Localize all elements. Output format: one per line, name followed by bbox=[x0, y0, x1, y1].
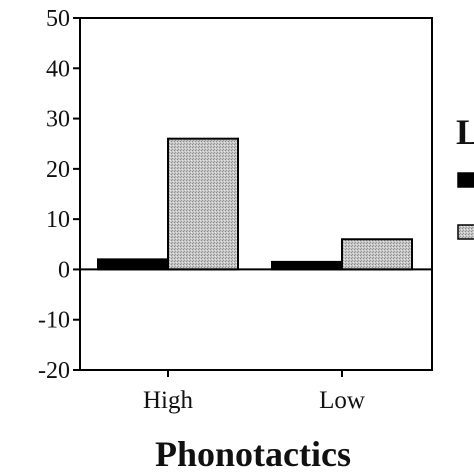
bar-low-series-1 bbox=[271, 260, 343, 271]
bar-low-series-2 bbox=[341, 238, 413, 271]
plot-frame bbox=[79, 17, 433, 371]
y-tick-label: -20 bbox=[38, 358, 70, 384]
x-axis: High Low bbox=[143, 370, 365, 414]
y-tick-label: 0 bbox=[58, 257, 70, 283]
y-tick-label: 30 bbox=[46, 107, 70, 133]
y-axis: 50 40 30 20 10 0 -10 -20 bbox=[38, 6, 80, 384]
y-tick-label: 20 bbox=[46, 157, 70, 183]
legend-swatch-series-1 bbox=[457, 172, 474, 188]
y-tick-label: -10 bbox=[38, 308, 70, 334]
x-category-label: Low bbox=[319, 387, 365, 414]
x-category-label: High bbox=[143, 387, 194, 414]
legend-title: L bbox=[456, 112, 474, 152]
legend: L bbox=[456, 112, 474, 240]
bar-high-series-2 bbox=[167, 137, 239, 271]
y-tick-label: 40 bbox=[46, 56, 70, 82]
y-tick-label: 50 bbox=[46, 6, 70, 32]
legend-swatch-series-2 bbox=[457, 224, 474, 240]
bar-high-series-1 bbox=[97, 258, 169, 271]
y-tick-label: 10 bbox=[46, 207, 70, 233]
x-axis-title: Phonotactics bbox=[155, 434, 351, 474]
bars bbox=[97, 137, 413, 271]
